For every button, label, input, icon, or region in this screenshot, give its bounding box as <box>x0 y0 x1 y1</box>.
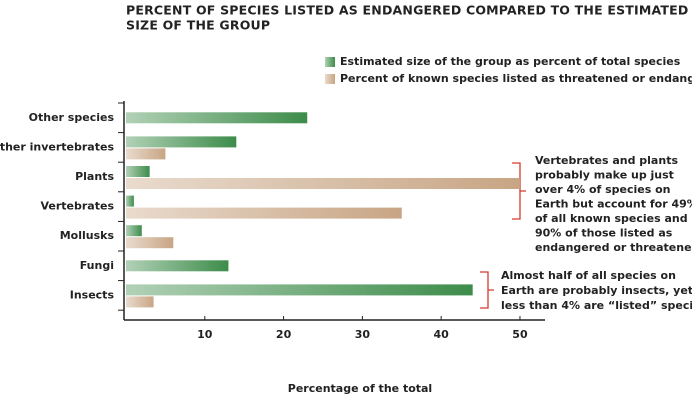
y-tick-label: Mollusks <box>60 229 115 242</box>
bar <box>126 166 150 177</box>
x-tick-label: 50 <box>512 328 528 341</box>
annotation: over 4% of species on <box>535 183 671 196</box>
x-tick-label: 40 <box>434 328 450 341</box>
y-tick-label: Plants <box>75 170 114 183</box>
annotation: Earth but account for 49% <box>535 198 692 211</box>
chart-title: SIZE OF THE GROUP <box>126 18 270 33</box>
chart-title: PERCENT OF SPECIES LISTED AS ENDANGERED … <box>126 3 688 18</box>
annotation: 90% of those listed as <box>535 227 673 240</box>
bar <box>126 207 402 219</box>
bar <box>126 284 473 296</box>
bar <box>126 296 154 308</box>
annotation: endangered or threatened. <box>535 241 692 254</box>
annotation: Vertebrates and plants <box>535 154 678 167</box>
bar <box>126 136 237 148</box>
y-tick-label: Insects <box>70 288 115 301</box>
legend-swatch <box>325 74 335 84</box>
x-tick-label: 30 <box>355 328 371 341</box>
annotation: of all known species and <box>535 212 688 225</box>
x-tick-label: 20 <box>276 328 292 341</box>
bar <box>126 195 134 207</box>
x-axis-title: Percentage of the total <box>288 382 432 395</box>
bar <box>126 260 229 272</box>
bar <box>126 225 142 237</box>
bar <box>126 112 308 124</box>
y-tick-label: Vertebrates <box>40 200 114 213</box>
legend-label: Estimated size of the group as percent o… <box>340 55 681 68</box>
bracket <box>512 162 526 220</box>
annotation: Almost half of all species on <box>501 269 676 282</box>
legend-swatch <box>325 57 335 67</box>
bar <box>126 237 174 249</box>
y-tick-label: Other species <box>29 111 115 124</box>
x-tick-label: 10 <box>197 328 213 341</box>
legend-label: Percent of known species listed as threa… <box>340 72 692 85</box>
bar <box>126 148 166 160</box>
bracket <box>480 271 494 309</box>
annotation: Earth are probably insects, yet <box>501 284 692 297</box>
y-tick-label: Other invertebrates <box>0 140 114 153</box>
annotation: less than 4% are “listed” species <box>501 299 692 312</box>
bar <box>126 178 520 189</box>
y-tick-label: Fungi <box>80 259 114 272</box>
annotation: probably make up just <box>535 169 674 182</box>
